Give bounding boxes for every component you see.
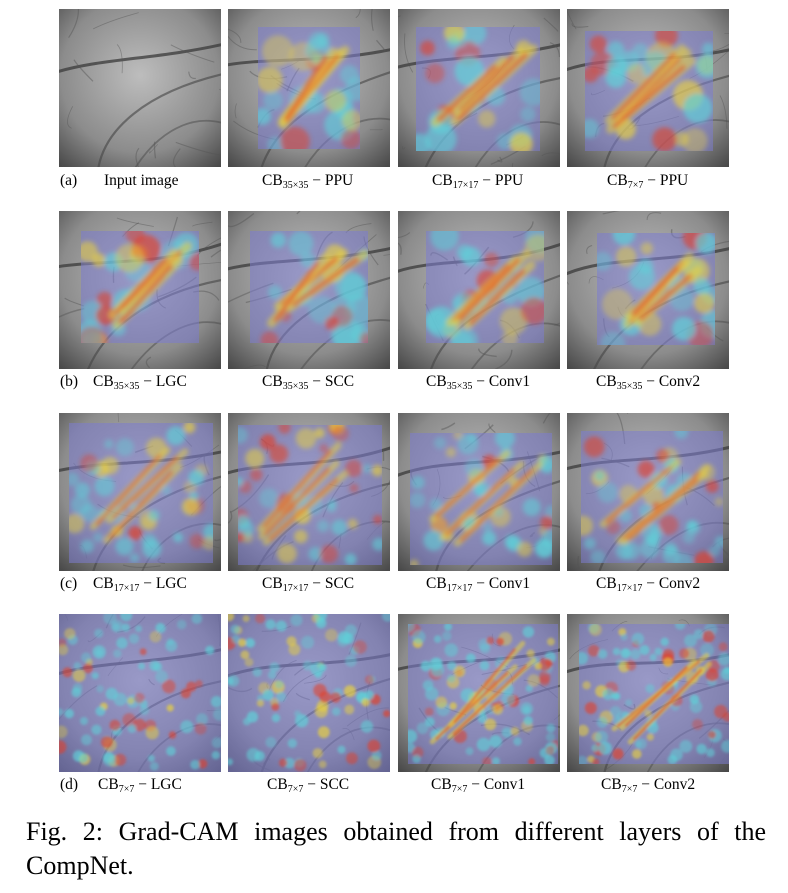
panel-label-text: CB [426, 575, 447, 592]
heatmap-overlay [228, 614, 390, 772]
panel-label-text: CB [607, 172, 628, 189]
panel-label-suffix: − PPU [478, 172, 524, 189]
gradcam-image [59, 413, 221, 571]
panel-label-suffix: − PPU [308, 172, 354, 189]
panel-label: CB17×17 − Conv2 [596, 575, 700, 598]
figure-caption: Fig. 2: Grad-CAM images obtained from di… [26, 817, 766, 880]
panel-label-subscript: 35×35 [282, 180, 309, 191]
panel-label-suffix: − PPU [643, 172, 689, 189]
panel-label-subscript: 17×17 [113, 583, 140, 594]
row-tag: (b) [60, 373, 79, 390]
row-tag: (d) [60, 776, 79, 793]
panel-label-text: CB [596, 575, 617, 592]
panel-label: CB35×35 − Conv2 [596, 373, 700, 396]
panel-label: CB17×17 − SCC [262, 575, 354, 598]
panel-label: Input image [104, 172, 178, 190]
panel-label-suffix: − Conv2 [642, 575, 701, 592]
heatmap-overlay [572, 424, 727, 571]
gradcam-image [567, 211, 729, 369]
panel-label-text: CB [93, 373, 114, 390]
heatmap-overlay [64, 421, 221, 563]
panel-label: CB17×17 − LGC [93, 575, 187, 598]
gradcam-image [59, 614, 221, 772]
heatmap-overlay [59, 614, 221, 772]
heatmap-overlay [424, 222, 555, 356]
gradcam-image [567, 614, 729, 772]
panel-label-suffix: − LGC [134, 776, 182, 793]
gradcam-image [398, 9, 560, 167]
panel-label: CB7×7 − PPU [607, 172, 688, 195]
panel-label-subscript: 35×35 [282, 381, 309, 392]
panel-label: CB7×7 − LGC [98, 776, 182, 799]
panel-label-subscript: 7×7 [627, 180, 644, 191]
panel-label-subscript: 7×7 [451, 784, 468, 795]
heatmap-overlay [254, 27, 370, 157]
gradcam-image [59, 211, 221, 369]
panel-label: CB17×17 − PPU [432, 172, 523, 195]
panel-label-suffix: − Conv2 [637, 776, 696, 793]
panel-label-subscript: 17×17 [452, 180, 479, 191]
gradcam-image [228, 9, 390, 167]
panel-label-text: CB [601, 776, 622, 793]
panel-label-subscript: 17×17 [616, 583, 643, 594]
panel-label: CB17×17 − Conv1 [426, 575, 530, 598]
heatmap-overlay [408, 21, 548, 157]
panel-label-text: CB [262, 575, 283, 592]
panel-label-subscript: 7×7 [118, 784, 135, 795]
gradcam-image [398, 614, 560, 772]
panel-label-subscript: 7×7 [287, 784, 304, 795]
panel-label-subscript: 35×35 [616, 381, 643, 392]
panel-label-text: CB [426, 373, 447, 390]
panel-label-text: CB [93, 575, 114, 592]
panel-label: CB35×35 − Conv1 [426, 373, 530, 396]
panel-label-subscript: 35×35 [446, 381, 473, 392]
heatmap-overlay [76, 224, 208, 359]
panel-label-text: Input image [104, 172, 179, 189]
panel-label-suffix: − Conv1 [472, 373, 531, 390]
panel-label: CB7×7 − SCC [267, 776, 349, 799]
row-tag: (a) [60, 172, 78, 189]
panel-label-text: CB [262, 172, 283, 189]
gradcam-image [567, 9, 729, 167]
panel-label-text: CB [596, 373, 617, 390]
panel-label-suffix: − Conv2 [642, 373, 701, 390]
heatmap-overlay [409, 428, 560, 570]
gradcam-image [228, 413, 390, 571]
heatmap-overlay [593, 222, 728, 357]
panel-label-text: CB [267, 776, 288, 793]
panel-label: CB35×35 − LGC [93, 373, 187, 396]
panel-label-suffix: − Conv1 [467, 776, 526, 793]
panel-label-subscript: 17×17 [282, 583, 309, 594]
panel-label: CB7×7 − Conv1 [431, 776, 525, 799]
panel-label-suffix: − SCC [308, 373, 355, 390]
heatmap-overlay [231, 419, 386, 566]
panel-label-text: CB [432, 172, 453, 189]
panel-label-text: CB [98, 776, 119, 793]
panel-label-suffix: − LGC [139, 575, 187, 592]
panel-label-text: CB [431, 776, 452, 793]
gradcam-image [398, 413, 560, 571]
input-palm-image [59, 9, 221, 167]
gradcam-image [398, 211, 560, 369]
gradcam-image [228, 614, 390, 772]
panel-label: CB35×35 − PPU [262, 172, 353, 195]
panel-label-suffix: − SCC [303, 776, 350, 793]
panel-label-suffix: − LGC [139, 373, 187, 390]
panel-label: CB7×7 − Conv2 [601, 776, 695, 799]
heatmap-overlay [579, 24, 720, 154]
gradcam-image [228, 211, 390, 369]
gradcam-image [567, 413, 729, 571]
heatmap-overlay [250, 231, 376, 351]
heatmap-overlay [575, 619, 729, 767]
panel-label-subscript: 17×17 [446, 583, 473, 594]
heatmap-overlay [402, 620, 560, 767]
panel-label-subscript: 7×7 [621, 784, 638, 795]
panel-label: CB35×35 − SCC [262, 373, 354, 396]
panel-label-text: CB [262, 373, 283, 390]
row-tag: (c) [60, 575, 78, 592]
panel-label-subscript: 35×35 [113, 381, 140, 392]
panel-label-suffix: − SCC [308, 575, 355, 592]
panel-label-suffix: − Conv1 [472, 575, 531, 592]
